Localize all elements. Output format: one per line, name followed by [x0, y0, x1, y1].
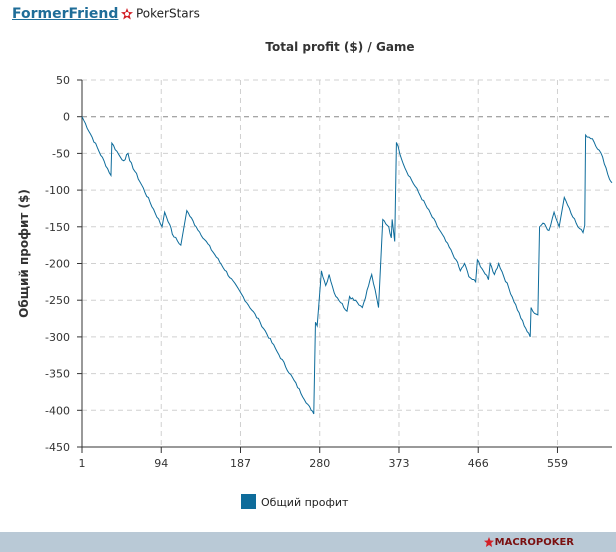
chart-title: Total profit ($) / Game — [265, 40, 415, 54]
y-tick-label: -400 — [45, 404, 70, 417]
macropoker-logo-icon — [483, 537, 494, 547]
series-layer — [81, 116, 613, 415]
y-tick-label: 50 — [56, 74, 70, 87]
profit-chart: 50 0 -50 -100 -150 -200 -250 -300 -350 -400 -450 1 9… — [17, 74, 613, 509]
header: FormerFriend PokerStars — [0, 0, 616, 30]
y-tick-label: -300 — [45, 331, 70, 344]
player-name-link[interactable]: FormerFriend — [12, 6, 119, 22]
x-tick-label: 1 — [79, 457, 86, 470]
pokerstars-logo-icon — [121, 7, 133, 19]
y-tick-label: -200 — [45, 258, 70, 271]
footer-bar: MACROPOKER — [0, 532, 616, 552]
y-tick-label: -450 — [45, 441, 70, 454]
series-line-profit — [81, 116, 613, 415]
y-tick-label: -50 — [52, 147, 70, 160]
grid-lines — [82, 79, 612, 448]
x-tick-label: 280 — [309, 457, 330, 470]
x-tick-label: 187 — [230, 457, 251, 470]
y-tick-label: -250 — [45, 294, 70, 307]
brand-mark: MACROPOKER — [483, 536, 574, 548]
legend-label: Общий профит — [261, 496, 349, 509]
legend-swatch — [241, 494, 256, 509]
legend: Общий профит — [241, 494, 349, 509]
x-tick-label: 373 — [388, 457, 409, 470]
x-tick-label: 559 — [547, 457, 568, 470]
y-tick-label: -350 — [45, 368, 70, 381]
axes: 50 0 -50 -100 -150 -200 -250 -300 -350 -400 -450 1 9… — [17, 74, 612, 470]
y-tick-label: -150 — [45, 221, 70, 234]
site-label: PokerStars — [120, 6, 200, 21]
brand-name: MACROPOKER — [494, 537, 574, 548]
y-tick-label: 0 — [63, 111, 70, 124]
x-tick-label: 466 — [468, 457, 489, 470]
y-axis-label: Общий профит ($) — [17, 189, 31, 318]
y-tick-label: -100 — [45, 184, 70, 197]
site-name: PokerStars — [136, 6, 200, 21]
x-tick-label: 94 — [154, 457, 168, 470]
